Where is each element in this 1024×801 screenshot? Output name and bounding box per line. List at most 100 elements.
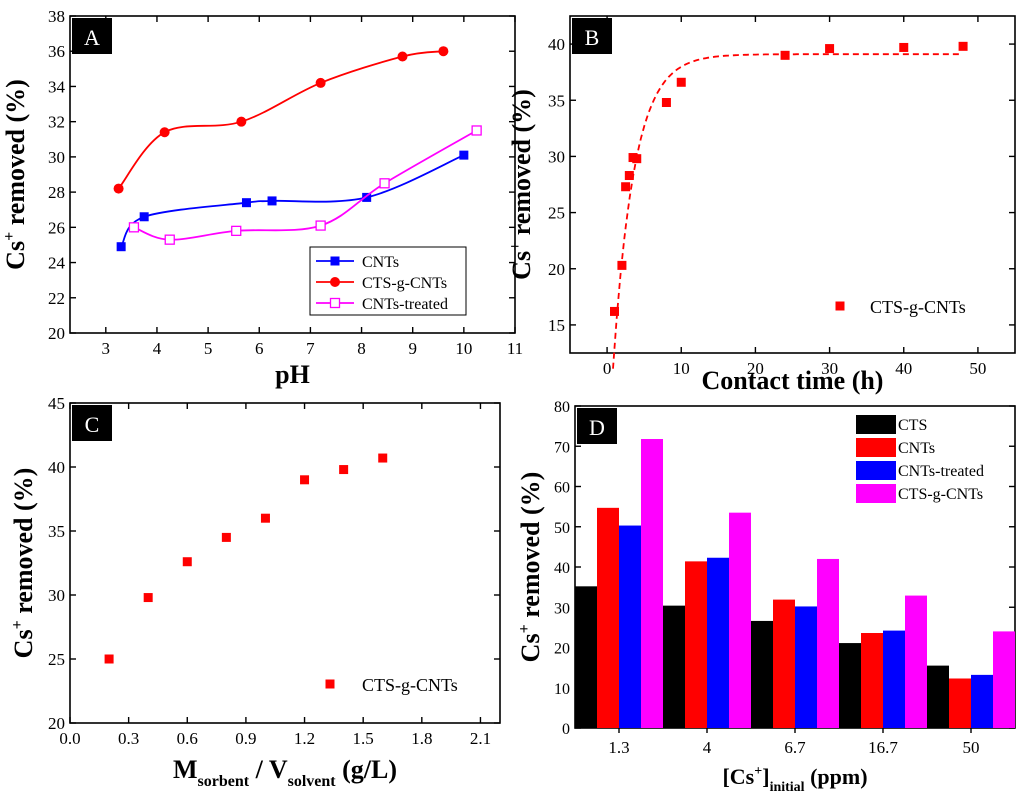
- data-point: [378, 453, 388, 463]
- y-label-sup: +: [516, 624, 533, 633]
- y-tick-label: 25: [548, 204, 565, 223]
- legend-label: CTS-g-CNTs: [362, 675, 458, 695]
- data-point: [397, 51, 408, 62]
- y-axis-label: Cs+ removed (%): [516, 472, 545, 663]
- y-label-main: Cs: [9, 629, 38, 658]
- panel-label-box: [572, 18, 612, 54]
- y-axis-label: Cs+ removed (%): [1, 79, 30, 270]
- data-point: [339, 465, 349, 475]
- legend-marker: [329, 297, 341, 309]
- x-tick-label: 50: [969, 359, 986, 378]
- legend-marker: [330, 256, 340, 266]
- data-point: [113, 183, 124, 194]
- x-axis-label: Contact time (h): [702, 366, 884, 395]
- y-tick-label: 26: [48, 218, 65, 237]
- y-label-sup: +: [1, 232, 18, 241]
- data-point: [159, 127, 170, 138]
- x-tick-label: 2.1: [470, 729, 491, 748]
- panel-label-box: [577, 408, 617, 444]
- x-label-sub2: solvent: [288, 773, 337, 790]
- y-tick-label: 32: [48, 113, 65, 132]
- x-label-main: [Cs: [722, 764, 754, 789]
- x-tick-label: 0.9: [235, 729, 256, 748]
- x-tick-label: 0: [603, 359, 612, 378]
- legend-swatch: [856, 461, 896, 480]
- data-point: [315, 220, 326, 231]
- x-tick-label: 1.3: [608, 738, 629, 757]
- y-label-main: Cs: [507, 251, 536, 280]
- y-label-rest: removed (%): [516, 472, 545, 625]
- y-tick-label: 40: [548, 35, 565, 54]
- x-tick-label: 1.5: [353, 729, 374, 748]
- data-point: [300, 475, 310, 485]
- series-line: [120, 154, 465, 248]
- y-tick-label: 22: [48, 289, 65, 308]
- x-label-sub1: sorbent: [198, 773, 250, 790]
- legend-marker: [325, 679, 335, 689]
- bar: [729, 512, 751, 728]
- data-point: [899, 42, 909, 52]
- panel-label: A: [84, 25, 100, 50]
- y-label-main: Cs: [1, 241, 30, 270]
- y-label-rest: removed (%): [9, 468, 38, 621]
- y-tick-label: 20: [48, 324, 65, 343]
- y-label-sup: +: [507, 242, 524, 251]
- bar: [817, 558, 839, 728]
- bar: [971, 674, 993, 728]
- panel-label: D: [589, 415, 605, 440]
- series-cts-g-cnts: [104, 453, 388, 664]
- x-tick-label: 1.2: [294, 729, 315, 748]
- data-point: [241, 198, 251, 208]
- panel-b: 15 20 25 30 35 40 0 10 20 30 40 50 Cs+ removed (%) B C…: [507, 15, 1016, 395]
- bar: [905, 595, 927, 728]
- data-point: [128, 222, 140, 233]
- legend: CNTs CTS-g-CNTs CNTs-treated: [309, 246, 467, 316]
- panel-label-box: [72, 405, 112, 441]
- data-point: [315, 77, 326, 88]
- panel-label-box: [72, 18, 112, 54]
- data-point: [221, 532, 231, 542]
- data-point: [267, 196, 277, 206]
- y-tick-label: 20: [548, 260, 565, 279]
- x-tick-label: 1.8: [411, 729, 432, 748]
- data-point: [143, 593, 153, 603]
- legend-label: CTS-g-CNTs: [870, 297, 966, 317]
- data-point: [621, 182, 631, 192]
- data-point: [632, 154, 642, 164]
- data-point: [362, 192, 372, 202]
- series-line: [117, 50, 444, 190]
- bar: [685, 561, 707, 728]
- series-cnts: [116, 150, 469, 252]
- x-tick-label: 4: [703, 738, 712, 757]
- plot-frame: [569, 15, 1016, 354]
- legend: CTS-g-CNTs: [835, 297, 966, 317]
- data-point: [182, 557, 192, 567]
- bar: [597, 507, 619, 728]
- legend: CTS CNTs CNTs-treated CTS-g-CNTs: [856, 415, 984, 503]
- y-label-main: Cs: [516, 633, 545, 662]
- legend-marker: [835, 301, 845, 311]
- x-tick-label: 5: [204, 339, 213, 358]
- data-point: [825, 44, 835, 54]
- x-tick-label: 10: [673, 359, 690, 378]
- x-tick-label: 9: [408, 339, 417, 358]
- x-tick-label: 10: [455, 339, 472, 358]
- data-point: [471, 125, 482, 136]
- x-label-end: (ppm): [805, 764, 868, 789]
- panel-label: C: [85, 412, 100, 437]
- x-tick-label: 11: [507, 339, 523, 358]
- bar: [663, 605, 685, 728]
- y-tick-label: 35: [48, 522, 65, 541]
- legend-label: CNTs: [898, 440, 935, 457]
- y-label-rest: removed (%): [1, 79, 30, 232]
- x-tick-label: 30: [821, 359, 838, 378]
- bar: [883, 630, 905, 728]
- y-tick-label: 38: [48, 7, 65, 26]
- y-tick-label: 30: [48, 148, 65, 167]
- data-point: [164, 234, 175, 245]
- series-cnts-treated: [128, 125, 482, 245]
- legend-swatch: [856, 484, 896, 503]
